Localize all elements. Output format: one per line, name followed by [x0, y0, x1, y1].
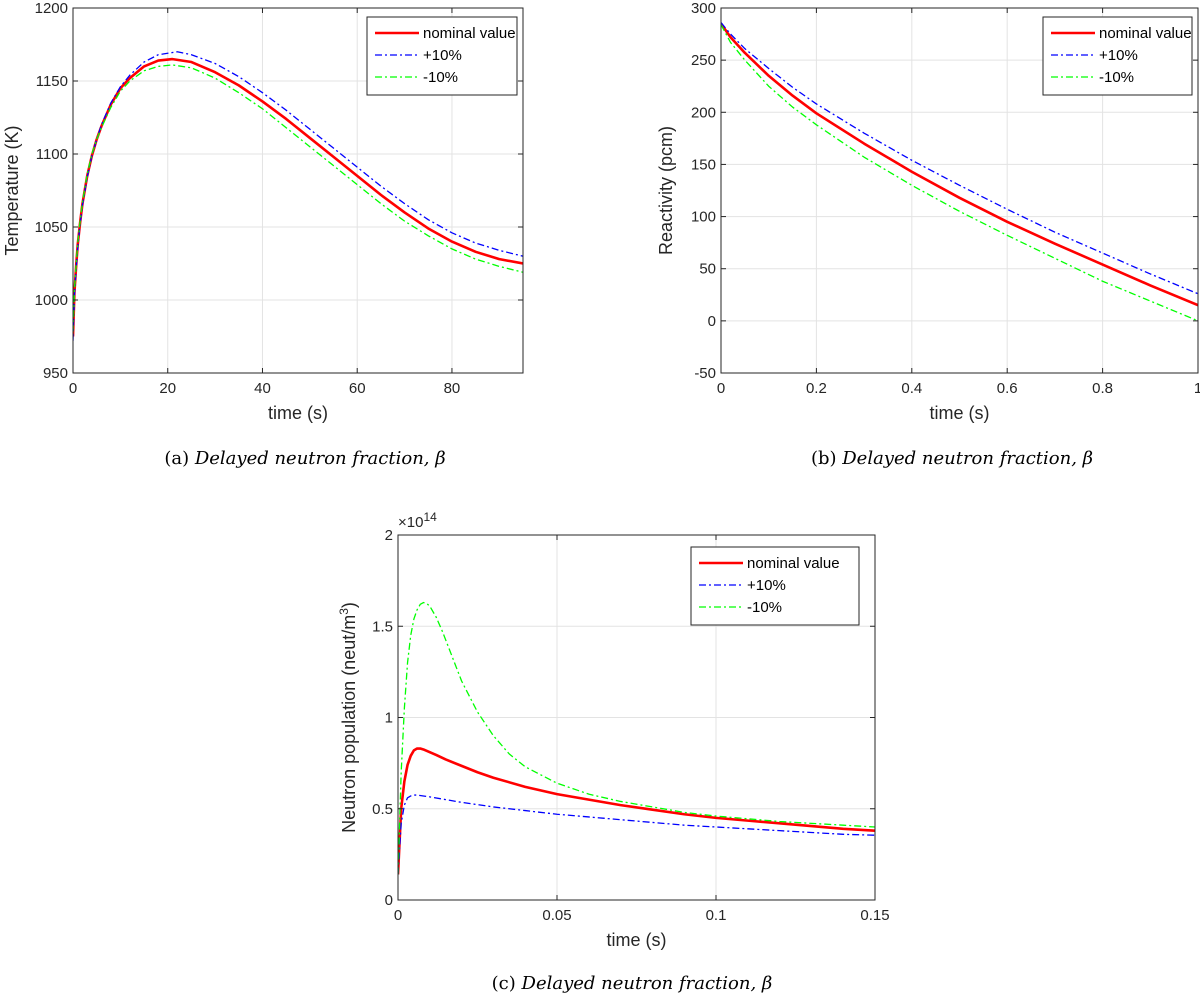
panel-b: 0 0.2 0.4 0.6 0.8 1-50050100150200250300time …	[656, 0, 1200, 469]
y-tick-label: 300	[691, 0, 716, 17]
x-tick-label: 0	[717, 380, 725, 397]
x-tick-label: 20	[159, 380, 176, 397]
y-tick-label: 1050	[35, 219, 68, 236]
x-tick-label: 0.15	[860, 907, 889, 924]
y-tick-label: 1200	[35, 0, 68, 17]
series-line-minus10	[398, 601, 875, 875]
series-line-nominal	[398, 747, 875, 875]
y-tick-label: 0.5	[372, 801, 393, 818]
legend-label: -10%	[1099, 69, 1134, 86]
y-tick-label: 0	[385, 892, 393, 909]
x-tick-label: 40	[254, 380, 271, 397]
legend-box	[690, 546, 860, 626]
panel-c: 0 0.05 0.1 0.15 0 0.5 1 1.5 2 time (s) Neutron pop…	[337, 510, 890, 994]
y-tick-label: 1150	[36, 73, 68, 90]
legend-label: nominal value	[1099, 25, 1192, 42]
x-tick-label: 0.8	[1092, 380, 1113, 397]
x-tick-label: 0.2	[806, 380, 827, 397]
panel-a: 0 20 40 60 80 950 1000 1050 1100 1150 1200 time (s)…	[2, 0, 524, 469]
y-tick-label: 0	[708, 313, 716, 330]
y-tick-label: 2	[385, 527, 393, 544]
axes-box	[720, 7, 1199, 374]
legend-box	[366, 16, 518, 96]
y-tick-label: -50	[694, 365, 716, 382]
legend: nominal value +10% -10%	[366, 16, 518, 96]
legend-label: +10%	[1099, 47, 1138, 64]
legend-label: -10%	[747, 599, 782, 616]
x-tick-label: 0	[69, 380, 77, 397]
x-tick-label: 0	[394, 907, 402, 924]
series-line-nominal	[721, 22, 1198, 307]
series-line-plus10	[721, 22, 1198, 295]
y-tick-label: 50	[699, 261, 716, 278]
legend-box	[1042, 16, 1193, 96]
y-exponent-label: ×1014	[398, 510, 437, 531]
series-line-plus10	[398, 794, 875, 875]
legend-label: nominal value	[747, 555, 840, 572]
x-tick-label: 1	[1194, 380, 1200, 397]
x-axis-label: time (s)	[607, 930, 667, 950]
legend-label: +10%	[747, 577, 786, 594]
caption: (a) Delayed neutron fraction, β	[164, 448, 445, 469]
y-tick-label: 1100	[36, 146, 68, 163]
series-line-minus10	[721, 24, 1198, 322]
caption: (c) Delayed neutron fraction, β	[492, 973, 773, 994]
y-tick-label: 1.5	[372, 618, 393, 635]
y-tick-label: 1	[385, 710, 393, 727]
x-tick-label: 80	[444, 380, 461, 397]
legend-label: nominal value	[423, 25, 516, 42]
x-tick-label: 0.05	[542, 907, 571, 924]
x-axis-label: time (s)	[268, 403, 328, 423]
y-tick-label: 250	[691, 52, 716, 69]
x-tick-label: 0.1	[706, 907, 727, 924]
legend-label: +10%	[423, 47, 462, 64]
y-tick-label: 150	[691, 156, 716, 173]
axes-box	[72, 7, 524, 374]
x-axis-label: time (s)	[930, 403, 990, 423]
x-tick-label: 0.4	[901, 380, 922, 397]
caption: (b) Delayed neutron fraction, β	[811, 448, 1093, 469]
y-axis-label: Neutron population (neut/m3)	[337, 602, 359, 833]
legend-label: -10%	[423, 69, 458, 86]
series-line-plus10	[73, 51, 523, 341]
series-line-minus10	[73, 64, 523, 333]
y-tick-label: 950	[43, 365, 68, 382]
legend: nominal value +10% -10%	[690, 546, 860, 626]
y-tick-label: 200	[691, 104, 716, 121]
y-axis-label: Temperature (K)	[2, 125, 22, 255]
y-tick-label: 100	[691, 209, 716, 226]
y-tick-label: 1000	[35, 292, 68, 309]
legend: nominal value +10% -10%	[1042, 16, 1193, 96]
y-axis-label: Reactivity (pcm)	[656, 126, 676, 255]
x-tick-label: 0.6	[997, 380, 1018, 397]
x-tick-label: 60	[349, 380, 366, 397]
